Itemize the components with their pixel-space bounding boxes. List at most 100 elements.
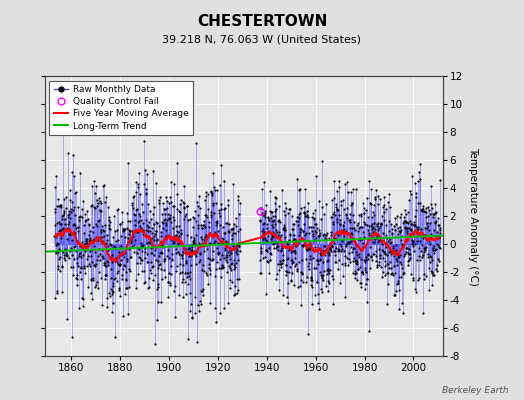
Point [201, 232, 210, 238]
Point [183, 203, 191, 210]
Point [382, 222, 390, 228]
Point [287, 277, 296, 284]
Point [181, 246, 189, 252]
Point [128, 202, 137, 208]
Point [380, 250, 389, 256]
Point [141, 227, 150, 233]
Point [197, 288, 205, 294]
Point [199, 240, 207, 247]
Point [220, 178, 228, 185]
Point [66, 196, 74, 203]
Point [395, 274, 403, 280]
Point [76, 170, 84, 176]
Point [98, 223, 106, 229]
Point [142, 216, 150, 223]
Point [143, 171, 151, 177]
Point [125, 246, 133, 252]
Point [143, 259, 151, 265]
Point [429, 210, 437, 217]
Point [399, 310, 407, 316]
Point [313, 257, 321, 264]
Point [376, 252, 385, 258]
Point [229, 180, 237, 187]
Point [163, 253, 171, 260]
Point [204, 206, 212, 212]
Point [200, 222, 209, 228]
Point [143, 251, 151, 257]
Point [138, 268, 147, 274]
Point [144, 284, 152, 291]
Y-axis label: Temperature Anomaly (°C): Temperature Anomaly (°C) [468, 146, 478, 286]
Point [128, 199, 136, 206]
Point [292, 261, 301, 267]
Point [264, 233, 272, 239]
Point [135, 170, 143, 176]
Point [294, 218, 302, 224]
Point [136, 191, 144, 197]
Point [375, 225, 384, 231]
Point [361, 286, 369, 292]
Point [385, 228, 394, 234]
Point [365, 222, 374, 229]
Point [347, 230, 355, 236]
Point [163, 211, 172, 218]
Point [105, 224, 114, 231]
Point [405, 250, 413, 257]
Point [202, 193, 211, 200]
Point [170, 203, 179, 209]
Point [172, 250, 181, 256]
Point [224, 229, 233, 236]
Point [262, 247, 270, 253]
Point [268, 218, 276, 224]
Point [136, 223, 144, 229]
Point [414, 277, 422, 284]
Point [283, 294, 291, 300]
Point [294, 213, 303, 220]
Point [355, 234, 364, 241]
Point [234, 242, 243, 249]
Point [350, 225, 358, 231]
Point [404, 209, 412, 216]
Point [170, 238, 179, 245]
Point [401, 211, 410, 218]
Point [62, 225, 71, 232]
Point [99, 255, 107, 262]
Point [120, 254, 128, 260]
Point [166, 215, 174, 221]
Point [206, 240, 214, 246]
Point [314, 300, 322, 306]
Point [100, 262, 108, 268]
Point [217, 206, 226, 213]
Point [306, 244, 314, 250]
Point [110, 242, 118, 249]
Point [214, 251, 223, 258]
Point [180, 183, 188, 189]
Point [105, 290, 113, 296]
Point [408, 173, 416, 179]
Point [394, 225, 402, 232]
Point [311, 244, 319, 250]
Point [402, 218, 411, 225]
Point [59, 212, 68, 218]
Point [204, 255, 213, 261]
Point [300, 210, 309, 216]
Point [216, 222, 225, 228]
Point [231, 230, 239, 236]
Point [318, 158, 326, 165]
Point [318, 274, 326, 280]
Point [321, 283, 330, 290]
Point [393, 213, 401, 220]
Point [174, 292, 183, 298]
Point [133, 259, 141, 266]
Point [302, 230, 311, 236]
Point [274, 247, 282, 253]
Point [347, 225, 356, 231]
Point [194, 225, 202, 231]
Point [194, 212, 203, 218]
Point [158, 275, 166, 282]
Point [286, 206, 294, 212]
Point [196, 298, 204, 304]
Point [402, 228, 411, 234]
Point [195, 240, 203, 246]
Point [402, 224, 410, 231]
